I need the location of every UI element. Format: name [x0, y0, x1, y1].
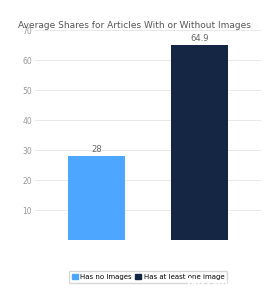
Text: ◕: ◕	[252, 279, 258, 285]
Text: BY NOAH KAGAN: BY NOAH KAGAN	[17, 290, 58, 294]
Text: Average Shares for Articles With or Without Images: Average Shares for Articles With or With…	[18, 21, 251, 30]
Bar	[171, 45, 228, 240]
Text: Buzzsumo: Buzzsumo	[186, 278, 242, 289]
Text: 28: 28	[91, 145, 102, 154]
Text: OkDork: OkDork	[19, 275, 56, 284]
Bar	[68, 156, 125, 240]
Legend: Has no Images, Has at least one image: Has no Images, Has at least one image	[69, 271, 227, 283]
Text: 64.9: 64.9	[190, 34, 208, 43]
